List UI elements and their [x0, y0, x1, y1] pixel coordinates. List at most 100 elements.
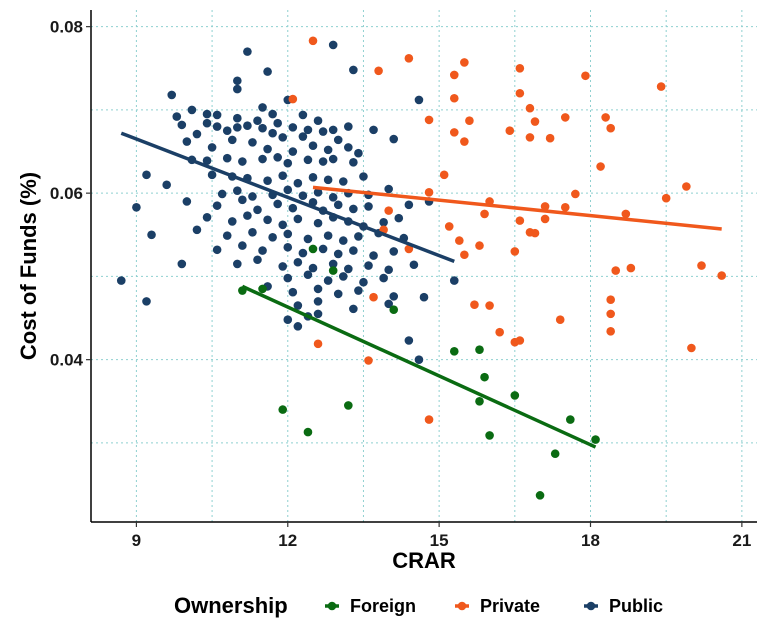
point-private [515, 63, 525, 73]
point-private [540, 202, 550, 211]
point-public [404, 200, 414, 210]
point-foreign [303, 427, 313, 437]
point-public [263, 215, 272, 225]
point-public [263, 176, 272, 185]
point-public [202, 118, 212, 128]
point-public [318, 244, 328, 254]
point-public [238, 241, 247, 250]
point-private [384, 206, 393, 215]
point-private [424, 415, 434, 424]
point-public [172, 112, 182, 121]
y-tick-label: 0.08 [50, 18, 83, 37]
point-public [268, 128, 277, 138]
point-public [222, 153, 232, 163]
point-public [177, 259, 187, 269]
point-public [258, 103, 267, 112]
point-private [515, 88, 525, 98]
point-public [298, 132, 308, 141]
point-private [571, 189, 580, 199]
point-private [460, 250, 469, 260]
point-public [349, 65, 358, 75]
point-public [313, 309, 323, 319]
point-public [318, 157, 328, 166]
point-public [202, 156, 212, 165]
point-public [349, 304, 358, 314]
point-public [389, 292, 399, 301]
fit-line-public [120, 131, 455, 264]
regression-lines [120, 131, 722, 449]
point-public [308, 141, 318, 151]
point-foreign [278, 405, 288, 414]
point-private [530, 117, 540, 126]
point-foreign [328, 266, 338, 275]
point-public [207, 170, 217, 180]
legend-label-foreign: Foreign [350, 596, 416, 616]
point-public [227, 135, 237, 145]
point-public [293, 257, 303, 267]
ticks: 9 12 15 18 21 0.04 0.06 0.08 [50, 18, 751, 550]
point-public [364, 202, 373, 211]
point-private [525, 103, 535, 113]
point-private [505, 126, 515, 136]
point-public [202, 109, 212, 119]
point-public [243, 47, 252, 56]
point-foreign [308, 244, 318, 254]
point-public [384, 184, 393, 194]
point-public [349, 204, 358, 214]
point-public [369, 125, 378, 135]
point-private [530, 228, 540, 238]
point-public [233, 76, 242, 86]
point-public [278, 262, 288, 271]
point-public [328, 125, 338, 135]
point-public [293, 301, 303, 310]
point-public [202, 212, 212, 222]
data-points [116, 36, 726, 500]
point-public [338, 177, 348, 186]
x-tick-label: 18 [581, 531, 600, 550]
point-public [308, 263, 318, 273]
point-public [323, 145, 333, 155]
point-public [308, 173, 318, 182]
point-private [475, 241, 484, 250]
point-private [424, 188, 434, 197]
point-private [545, 133, 555, 143]
point-public [298, 191, 308, 200]
axes [90, 10, 757, 523]
point-foreign [480, 372, 489, 382]
point-public [273, 199, 282, 209]
point-public [177, 120, 187, 130]
point-private [374, 66, 383, 76]
point-public [162, 180, 171, 190]
point-public [233, 123, 242, 132]
point-private [682, 182, 691, 191]
point-private [288, 94, 298, 104]
point-public [344, 264, 353, 274]
point-private [460, 137, 469, 146]
point-public [303, 155, 313, 165]
point-private [560, 113, 570, 122]
point-private [661, 193, 671, 203]
point-private [424, 115, 434, 125]
point-public [384, 265, 393, 275]
point-public [303, 270, 313, 280]
point-foreign [449, 347, 459, 356]
legend-key-point-private [457, 601, 467, 611]
point-public [258, 154, 267, 164]
point-public [217, 189, 227, 199]
point-foreign [485, 431, 494, 440]
point-public [132, 203, 141, 212]
point-foreign [344, 401, 353, 410]
point-public [182, 197, 192, 206]
fit-line-private [312, 185, 722, 231]
point-public [288, 123, 298, 132]
point-foreign [258, 284, 267, 294]
point-private [404, 53, 414, 63]
point-private [449, 128, 459, 137]
point-public [192, 129, 202, 139]
point-public [167, 90, 177, 100]
legend-title: Ownership [174, 593, 288, 618]
point-public [233, 186, 242, 195]
x-tick-label: 9 [132, 531, 141, 550]
point-public [318, 127, 328, 136]
point-public [354, 148, 363, 158]
